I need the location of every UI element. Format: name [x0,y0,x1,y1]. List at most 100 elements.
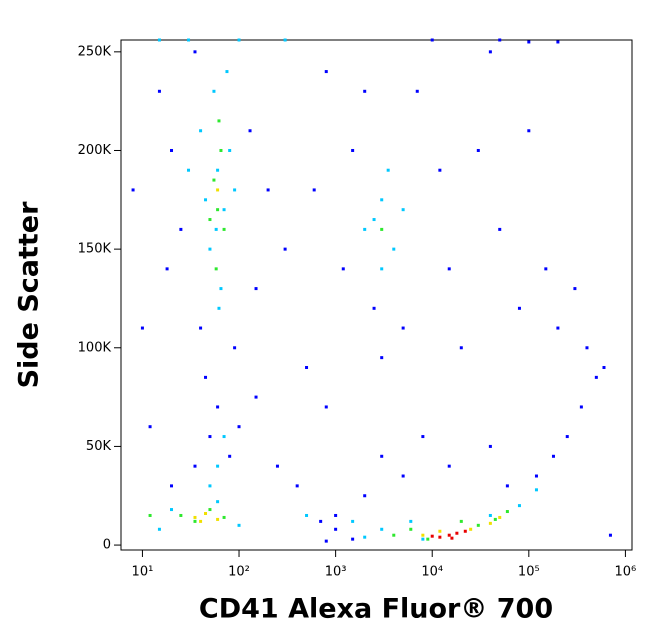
point [319,519,323,523]
point [222,208,226,212]
point [228,148,232,152]
point [219,148,223,152]
point [295,484,299,488]
point [324,539,328,543]
point [225,70,229,74]
point [222,435,226,439]
point [476,148,480,152]
point [380,527,384,531]
point [430,534,434,538]
point [216,168,220,172]
x-tick-label: 10⁴ [421,565,443,580]
point [438,529,442,533]
point [193,464,197,468]
point [594,375,598,379]
point [488,444,492,448]
point [363,535,367,539]
point [199,326,203,330]
x-axis-title: CD41 Alexa Fluor® 700 [199,594,553,625]
point [148,425,152,429]
point [170,484,174,488]
point [579,405,583,409]
point [430,38,434,42]
point [216,517,220,521]
point [216,405,220,409]
point [148,513,152,517]
point [351,148,355,152]
point [312,188,316,192]
point [505,510,509,514]
point [493,517,497,521]
point [380,198,384,202]
point [551,454,555,458]
point [237,523,241,527]
point [544,267,548,271]
point [380,356,384,360]
point [372,306,376,310]
point [170,508,174,512]
point [254,395,258,399]
point [193,519,197,523]
x-tick-label: 10³ [325,565,347,580]
point [208,435,212,439]
y-tick-label: 250K [78,44,112,59]
point [372,218,376,222]
point [204,375,208,379]
point [157,89,161,93]
point [498,227,502,231]
point [305,366,309,370]
point [212,89,216,93]
point [488,513,492,517]
point [505,484,509,488]
point [208,484,212,488]
point [216,500,220,504]
point [585,346,589,350]
point [216,208,220,212]
y-axis-title: Side Scatter [14,201,45,389]
point [193,50,197,54]
plot-area [120,39,633,551]
x-tick-label: 10⁵ [518,565,540,580]
point [450,536,454,540]
point [140,326,144,330]
point [380,267,384,271]
point [187,38,191,42]
point [248,129,252,133]
point [459,346,463,350]
point [409,519,413,523]
point [556,40,560,44]
y-tick-label: 200K [78,143,112,158]
point [447,464,451,468]
point [565,435,569,439]
point [170,148,174,152]
point [415,89,419,93]
point [305,513,309,517]
point [463,529,467,533]
point [386,168,390,172]
point [392,247,396,251]
point [199,129,203,133]
point [498,38,502,42]
point [324,70,328,74]
point [214,267,218,271]
x-tick-label: 10⁶ [615,565,637,580]
point [204,198,208,202]
point [179,513,183,517]
point [165,267,169,271]
point [409,527,413,531]
point [275,464,279,468]
point [334,527,338,531]
point [380,227,384,231]
point [351,537,355,541]
point [455,531,459,535]
point [363,227,367,231]
point [401,326,405,330]
point [237,425,241,429]
point [438,168,442,172]
y-tick-label: 150K [78,242,112,257]
point [469,527,473,531]
point [380,454,384,458]
point [217,119,221,123]
